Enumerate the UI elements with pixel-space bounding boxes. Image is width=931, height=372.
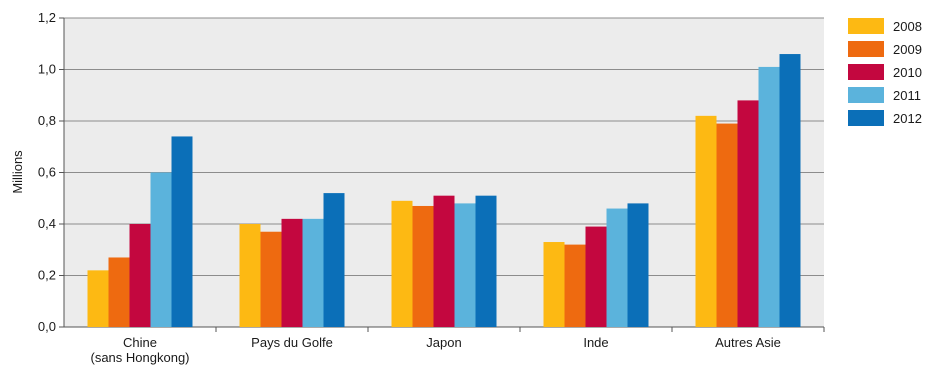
legend-swatch xyxy=(848,41,884,57)
y-tick-label: 0,2 xyxy=(38,268,56,283)
bar xyxy=(323,193,345,327)
bar xyxy=(606,208,628,327)
bar xyxy=(87,270,109,327)
bar xyxy=(108,257,130,327)
bar xyxy=(129,224,151,327)
bar xyxy=(716,123,738,327)
bar xyxy=(737,100,759,328)
bars xyxy=(87,54,801,328)
x-tick-label: Chine xyxy=(123,335,157,350)
x-tick-label: Japon xyxy=(426,335,461,350)
legend-label: 2008 xyxy=(893,19,922,34)
bar xyxy=(695,115,717,327)
x-tick-label: Inde xyxy=(583,335,608,350)
bar xyxy=(302,218,324,327)
x-tick-label: (sans Hongkong) xyxy=(91,350,190,365)
bar xyxy=(627,203,649,327)
legend-label: 2010 xyxy=(893,65,922,80)
y-tick-label: 0,0 xyxy=(38,319,56,334)
bar xyxy=(585,226,607,327)
bar xyxy=(412,205,434,327)
legend-swatch xyxy=(848,18,884,34)
bar xyxy=(433,195,455,327)
legend: 2008 2009 2010 2011 2012 xyxy=(848,18,922,126)
bar xyxy=(779,54,801,328)
x-tick-label: Pays du Golfe xyxy=(251,335,333,350)
y-axis-label: Millions xyxy=(10,150,25,194)
bar xyxy=(543,242,565,327)
bar xyxy=(239,224,261,327)
bar xyxy=(260,231,282,327)
bar xyxy=(391,200,413,327)
x-axis-categories: Chine(sans Hongkong) Pays du Golfe Japon In… xyxy=(91,327,825,365)
x-tick-label: Autres Asie xyxy=(715,335,781,350)
bar xyxy=(454,203,476,327)
legend-label: 2009 xyxy=(893,42,922,57)
bar xyxy=(475,195,497,327)
legend-swatch xyxy=(848,87,884,103)
y-tick-label: 0,4 xyxy=(38,216,56,231)
bar xyxy=(150,172,172,327)
bar xyxy=(564,244,586,327)
y-tick-label: 1,0 xyxy=(38,62,56,77)
y-tick-label: 0,6 xyxy=(38,165,56,180)
legend-label: 2012 xyxy=(893,111,922,126)
y-tick-label: 1,2 xyxy=(38,10,56,25)
legend-swatch xyxy=(848,64,884,80)
bar xyxy=(758,66,780,328)
y-tick-label: 0,8 xyxy=(38,113,56,128)
bar xyxy=(281,218,303,327)
legend-swatch xyxy=(848,110,884,126)
bar xyxy=(171,136,193,327)
legend-label: 2011 xyxy=(893,88,921,103)
